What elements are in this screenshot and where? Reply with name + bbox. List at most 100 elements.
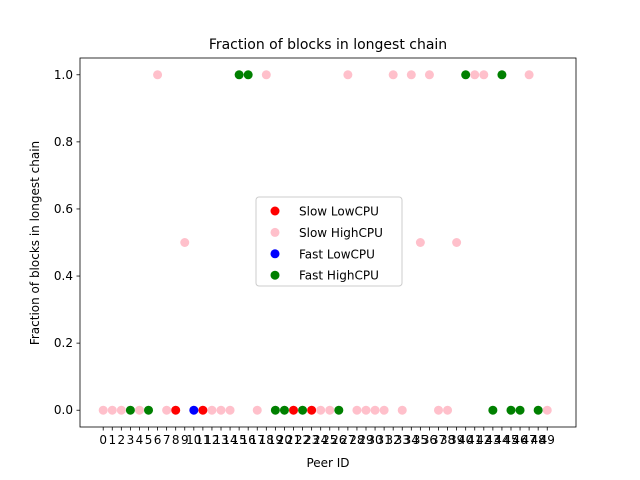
x-tick-label: 10 xyxy=(186,433,201,447)
data-point-fast-highcpu xyxy=(515,405,525,415)
data-point-fast-lowcpu xyxy=(189,405,199,415)
data-point-slow-highcpu xyxy=(162,405,172,415)
y-tick-label: 0.2 xyxy=(54,336,73,350)
data-point-fast-highcpu xyxy=(243,70,253,80)
data-point-slow-highcpu xyxy=(316,405,326,415)
y-tick-label: 0.8 xyxy=(54,135,73,149)
x-tick-label: 13 xyxy=(213,433,228,447)
data-point-fast-highcpu xyxy=(506,405,516,415)
legend-marker xyxy=(270,206,280,216)
x-tick-label: 26 xyxy=(331,433,346,447)
data-point-slow-lowcpu xyxy=(307,405,317,415)
legend-label: Slow LowCPU xyxy=(299,205,379,219)
data-point-slow-highcpu xyxy=(415,238,425,247)
x-tick-label: 21 xyxy=(286,433,301,447)
x-tick-label: 36 xyxy=(422,433,437,447)
x-tick-label: 0 xyxy=(99,433,107,447)
x-tick-label: 25 xyxy=(322,433,337,447)
x-tick-label: 12 xyxy=(204,433,219,447)
plot-area xyxy=(79,57,577,428)
x-tick-label: 39 xyxy=(449,433,464,447)
legend: Slow LowCPU Slow HighCPU Fast LowCPU Fast H… xyxy=(255,196,403,287)
data-point-slow-highcpu xyxy=(116,405,126,415)
legend-label: Fast HighCPU xyxy=(299,269,379,283)
data-point-slow-highcpu xyxy=(153,70,163,80)
y-tick-label: 0.6 xyxy=(54,202,73,216)
data-point-fast-highcpu xyxy=(279,405,289,415)
x-tick-label: 32 xyxy=(386,433,401,447)
data-point-slow-highcpu xyxy=(433,405,443,415)
x-tick-label: 31 xyxy=(376,433,391,447)
data-point-slow-highcpu xyxy=(470,70,480,80)
x-tick-label: 47 xyxy=(521,433,536,447)
x-tick-label: 4 xyxy=(136,433,144,447)
x-tick-label: 46 xyxy=(512,433,527,447)
data-point-slow-highcpu xyxy=(252,405,262,415)
data-point-fast-highcpu xyxy=(334,405,344,415)
data-point-slow-lowcpu xyxy=(289,405,299,415)
x-tick-label: 48 xyxy=(531,433,546,447)
x-tick-label: 19 xyxy=(268,433,283,447)
x-tick-label: 18 xyxy=(259,433,274,447)
x-tick-label: 33 xyxy=(395,433,410,447)
data-point-fast-highcpu xyxy=(234,70,244,80)
x-tick-label: 14 xyxy=(222,433,237,447)
data-point-slow-highcpu xyxy=(370,405,380,415)
x-tick-label: 15 xyxy=(231,433,246,447)
legend-box xyxy=(255,196,403,287)
data-point-fast-highcpu xyxy=(270,405,280,415)
data-point-fast-highcpu xyxy=(144,405,154,415)
x-tick-label: 1 xyxy=(108,433,116,447)
legend-label: Slow HighCPU xyxy=(299,226,383,240)
data-point-fast-highcpu xyxy=(298,405,308,415)
x-tick-label: 43 xyxy=(485,433,500,447)
x-tick-label: 3 xyxy=(127,433,135,447)
data-point-slow-highcpu xyxy=(424,70,434,80)
x-tick-label: 34 xyxy=(404,433,419,447)
data-point-slow-highcpu xyxy=(479,70,489,80)
chart-title: Fraction of blocks in longest chain xyxy=(209,37,447,53)
data-point-slow-highcpu xyxy=(452,238,462,247)
y-axis-label: Fraction of blocks in longest chain xyxy=(28,141,42,345)
x-axis-ticks: 0 1 2 3 4 5 6 7 8 9101112131415161718192021222324… xyxy=(99,427,555,447)
x-tick-label: 49 xyxy=(540,433,555,447)
data-point-slow-highcpu xyxy=(361,405,371,415)
x-tick-label: 8 xyxy=(172,433,180,447)
x-tick-label: 23 xyxy=(304,433,319,447)
data-point-slow-highcpu xyxy=(388,70,398,80)
x-tick-label: 40 xyxy=(458,433,473,447)
data-point-fast-highcpu xyxy=(488,405,498,415)
data-point-slow-highcpu xyxy=(443,405,453,415)
data-point-slow-highcpu xyxy=(98,405,108,415)
x-tick-label: 9 xyxy=(181,433,189,447)
data-point-slow-highcpu xyxy=(134,405,144,415)
x-tick-label: 16 xyxy=(241,433,256,447)
data-point-fast-highcpu xyxy=(533,405,543,415)
y-tick-label: 0.4 xyxy=(54,269,73,283)
y-tick-label: 0.0 xyxy=(54,403,73,417)
x-tick-label: 30 xyxy=(367,433,382,447)
legend-marker xyxy=(270,270,280,280)
x-tick-label: 45 xyxy=(503,433,518,447)
x-tick-label: 41 xyxy=(467,433,482,447)
x-tick-label: 24 xyxy=(313,433,328,447)
x-tick-label: 17 xyxy=(250,433,265,447)
x-tick-label: 7 xyxy=(163,433,171,447)
legend-label: Fast LowCPU xyxy=(299,247,375,261)
x-tick-label: 11 xyxy=(195,433,210,447)
data-point-fast-highcpu xyxy=(461,70,471,80)
x-tick-label: 2 xyxy=(118,433,126,447)
x-tick-label: 22 xyxy=(295,433,310,447)
data-point-slow-highcpu xyxy=(325,405,335,415)
x-tick-label: 42 xyxy=(476,433,491,447)
data-point-slow-highcpu xyxy=(216,405,226,415)
x-tick-label: 44 xyxy=(494,433,509,447)
data-point-fast-highcpu xyxy=(125,405,135,415)
x-tick-label: 38 xyxy=(440,433,455,447)
data-points xyxy=(98,70,552,415)
data-point-slow-highcpu xyxy=(406,70,416,80)
x-tick-label: 35 xyxy=(413,433,428,447)
data-point-slow-highcpu xyxy=(379,405,389,415)
